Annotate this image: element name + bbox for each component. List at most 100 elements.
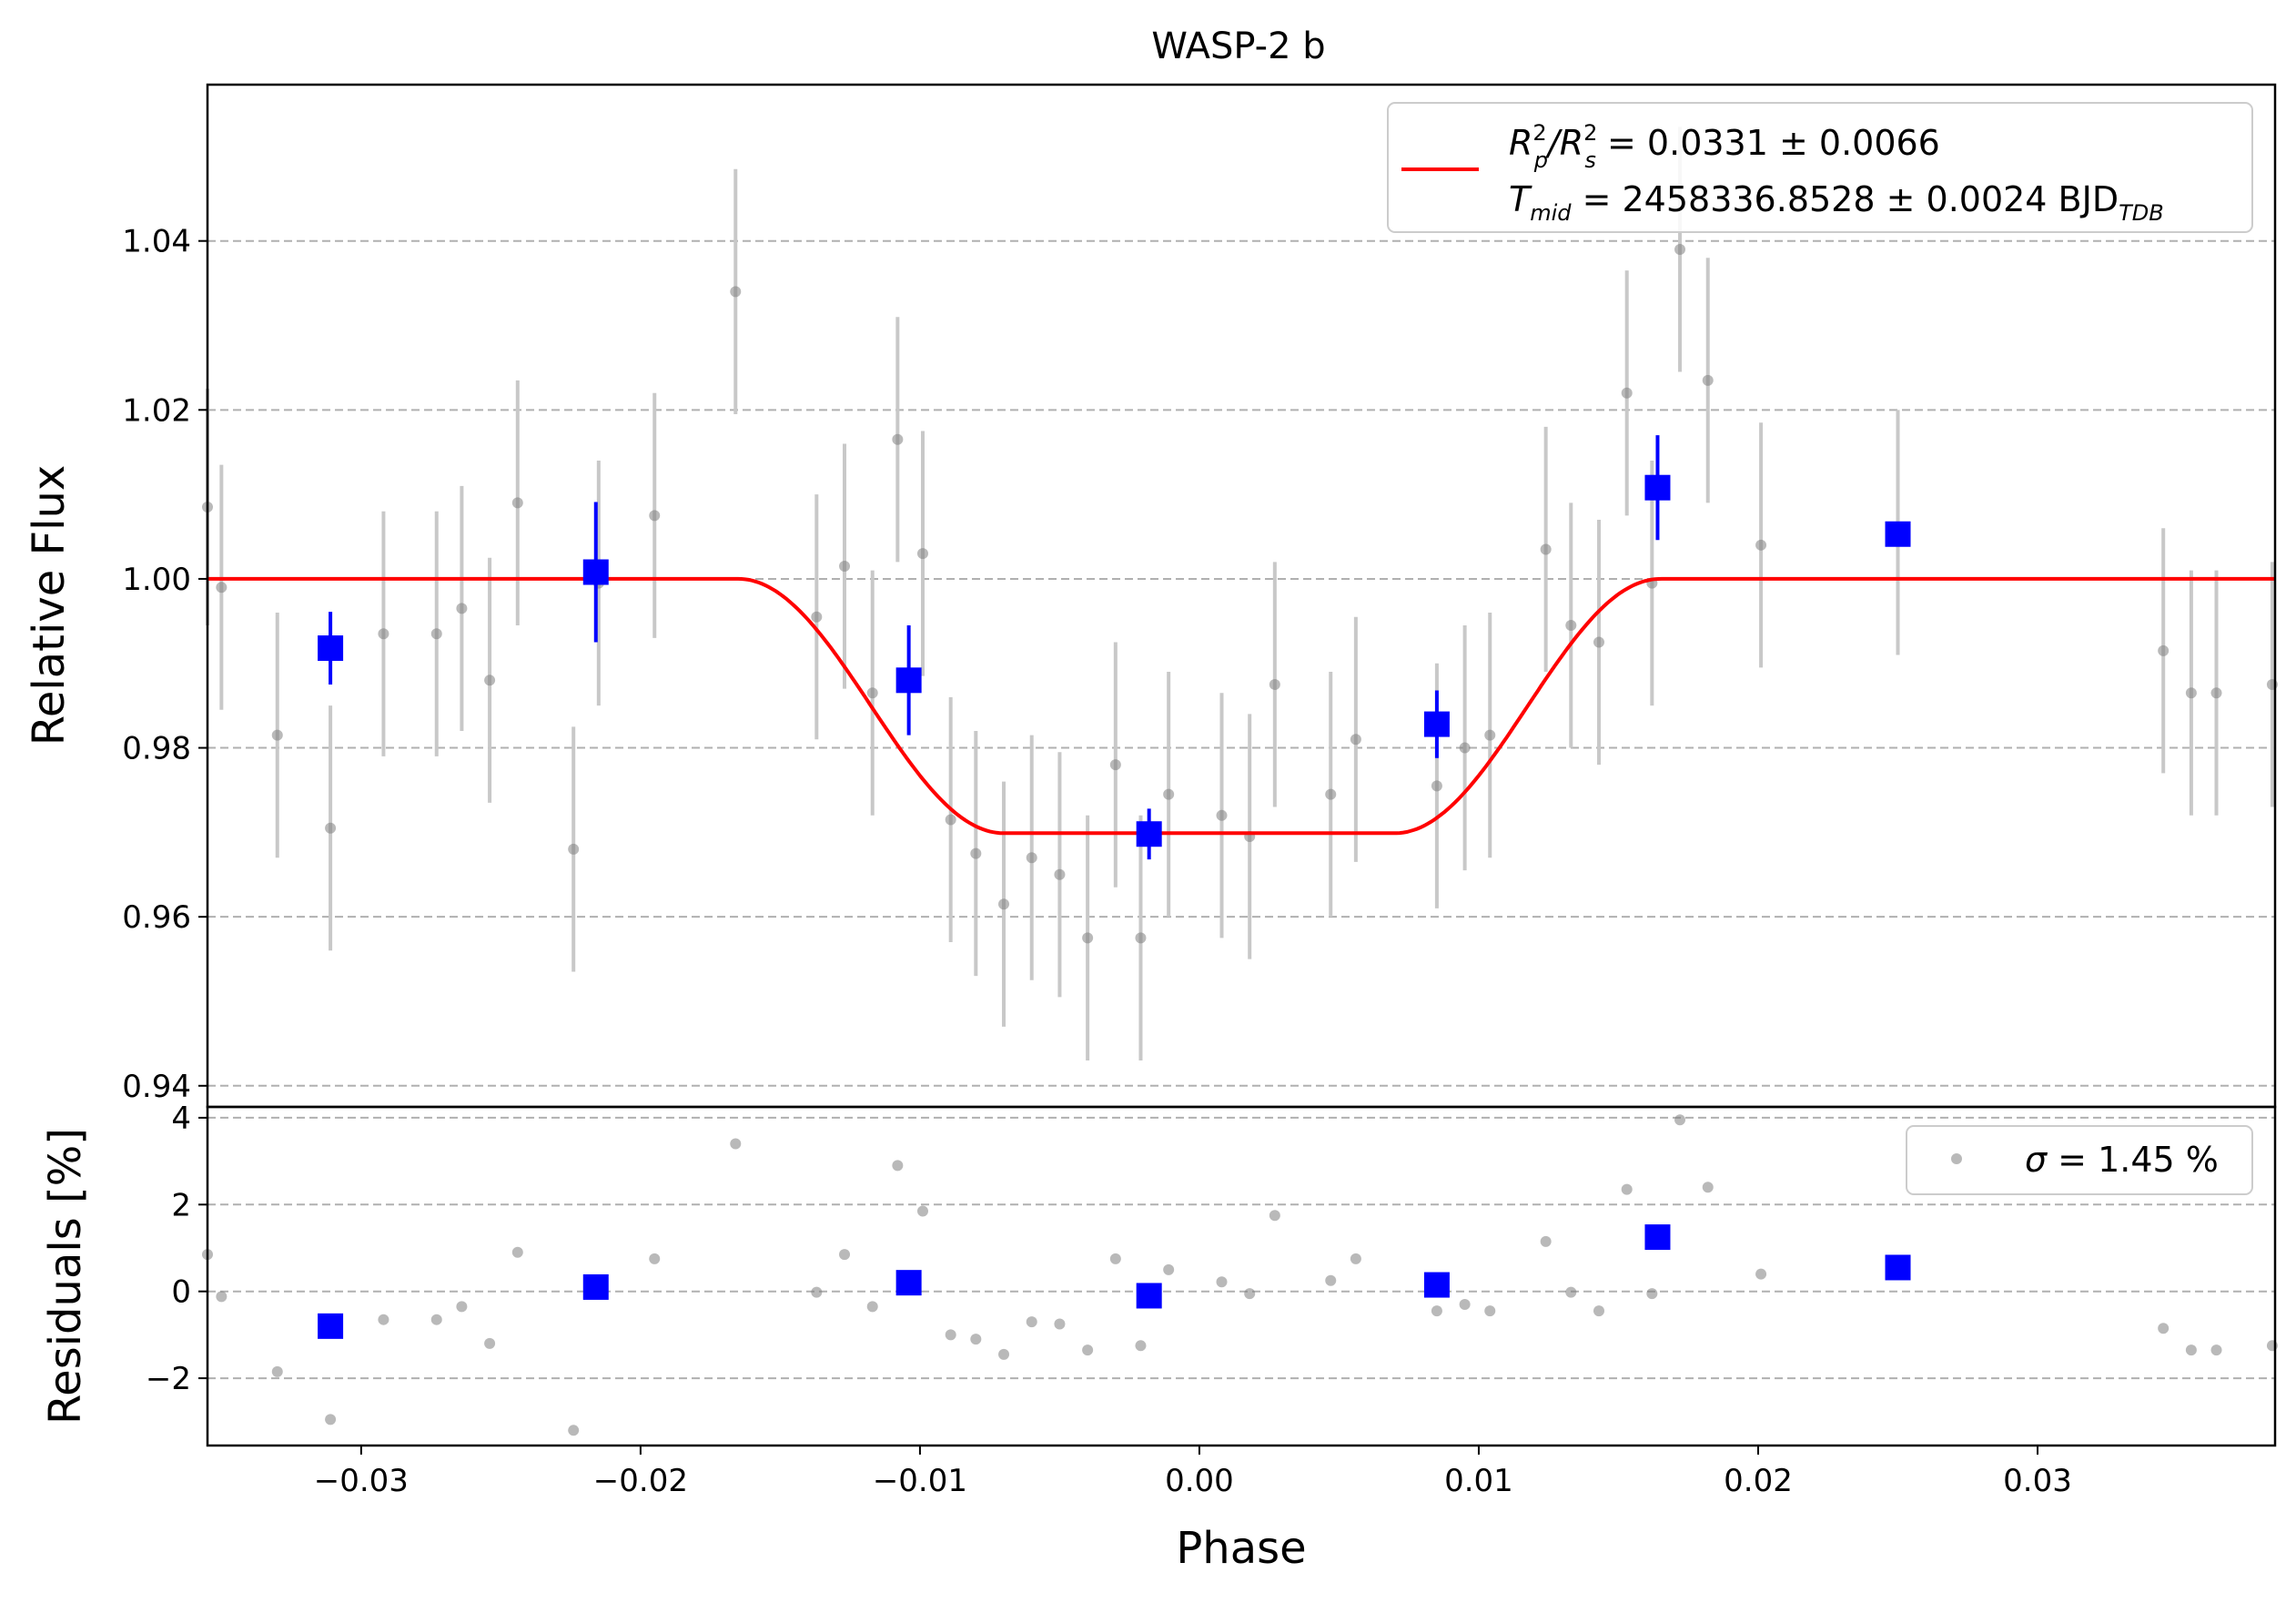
data-point [1484,729,1496,741]
data-point [325,822,337,834]
x-tick-label: 0.02 [1724,1463,1793,1499]
x-tick-label: −0.02 [593,1463,688,1499]
residual-point [484,1337,496,1349]
top-y-tick-label: 1.00 [122,562,191,598]
bottom-y-tick-label: 4 [171,1101,191,1137]
residual-point [945,1329,956,1341]
data-point [1269,678,1280,690]
residual-point [511,1246,523,1258]
data-point [2158,644,2170,656]
residual-point [1082,1344,1094,1356]
bottom-y-tick-label: 2 [171,1187,191,1223]
data-point [892,433,904,445]
residual-point [649,1253,661,1264]
data-point [1026,852,1037,864]
legend-residual-marker [1951,1153,1962,1164]
data-point [1325,788,1337,800]
binned-point [1423,711,1450,737]
data-point [866,687,878,699]
data-point [2210,687,2222,699]
data-point [1674,243,1686,255]
data-point [811,611,823,623]
residual-point [892,1160,904,1172]
data-point [839,561,851,573]
residual-point [998,1348,1010,1360]
top-legend-box [1387,102,2253,233]
legend-depth-label: R2 p/R2 s = 0.0331 ± 0.0066 [1509,120,1940,173]
data-point [430,628,442,640]
light-curve-panel: 0.94 0.96 0.98 1.00 1.02 1.04 R2 p/R2 s = 0.033… [24,83,2278,1109]
residual-point [2185,1344,2197,1356]
legend-tmid-label: Tmid = 2458336.8528 ± 0.0024 BJDTDB [1509,179,2164,226]
bottom-y-tick-label: −2 [146,1361,191,1397]
x-tick-label: −0.03 [314,1463,409,1499]
data-point [1054,868,1066,880]
data-point [1565,619,1577,631]
binned-residual-point [582,1273,609,1300]
data-point [730,286,742,298]
residual-point [216,1291,228,1303]
residual-point [970,1334,982,1345]
residual-point [2210,1344,2222,1356]
residual-point [1565,1286,1577,1298]
residual-point [916,1205,928,1217]
binned-residual-point [1885,1254,1911,1281]
residual-point [839,1249,851,1261]
data-point [1109,759,1121,771]
top-y-tick-label: 0.96 [122,899,191,936]
top-legend: R2 p/R2 s = 0.0331 ± 0.0066 Tmid = 2458336… [1387,102,2253,233]
bottom-legend: σ = 1.45 % [1906,1125,2253,1195]
residual-point [730,1138,742,1150]
data-point [378,628,389,640]
data-point [511,497,523,509]
residual-point [1674,1114,1686,1126]
transit-model-line [207,576,2275,836]
top-y-tick-label: 1.04 [122,224,191,260]
residual-point [1621,1183,1633,1195]
residual-point [1702,1182,1714,1193]
x-tick-label: 0.00 [1165,1463,1234,1499]
bottom-x-ticks: −0.03 −0.02 −0.01 0.00 0.01 0.02 0.03 [314,1446,2072,1499]
residuals-panel: −2 0 2 4 −0.03 −0.02 −0.01 0.00 0.01 0.02 0.03 σ … [40,1101,2278,1574]
binned-point [895,667,922,694]
bottom-y-ticks: −2 0 2 4 [146,1101,207,1397]
binned-point [1136,821,1162,847]
binned-point [1644,474,1671,501]
residual-point [811,1286,823,1298]
residual-point [1269,1210,1280,1222]
data-point [271,729,283,741]
data-point [1459,742,1471,754]
residual-point [1540,1235,1552,1247]
residual-point [2158,1323,2170,1334]
residual-point [1163,1263,1175,1275]
bottom-axes-frame [206,1105,2277,1447]
data-point [1082,932,1094,944]
data-point [1755,539,1767,551]
binned-residual-point [1423,1272,1450,1298]
data-point [1350,734,1361,746]
data-point [1593,636,1604,648]
residual-point [568,1425,580,1436]
residual-point [1026,1316,1037,1328]
data-point [568,843,580,855]
residual-point [1431,1305,1442,1317]
binned-residual-point [1644,1224,1671,1251]
data-point [998,898,1010,910]
data-point [456,603,468,614]
residual-point [1459,1299,1471,1310]
data-point [2185,687,2197,699]
binned-point [318,635,344,662]
residual-point [1646,1288,1658,1300]
residual-point [1350,1253,1361,1264]
data-point [216,582,228,594]
residual-point [325,1414,337,1425]
data-point [1621,387,1633,399]
residual-point [430,1314,442,1325]
top-binned-data [318,435,1911,860]
residual-point [1216,1276,1228,1288]
data-point [916,548,928,560]
data-point [945,814,956,826]
binned-point [1885,521,1911,547]
